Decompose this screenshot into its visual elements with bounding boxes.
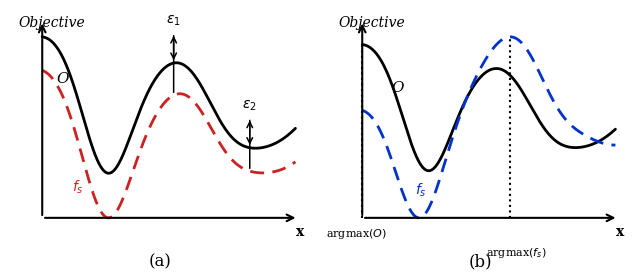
Text: O: O [391,81,404,95]
Text: argmax$(f_s)$: argmax$(f_s)$ [486,246,547,260]
Text: (b): (b) [468,253,492,270]
Text: Objective: Objective [19,16,85,30]
Text: (a): (a) [148,253,172,270]
Text: x: x [296,225,304,239]
Text: O: O [56,72,69,86]
Text: $f_s$: $f_s$ [72,179,83,196]
Text: $\epsilon_2$: $\epsilon_2$ [243,99,257,113]
Text: $\epsilon_1$: $\epsilon_1$ [166,14,181,28]
Text: $f_s$: $f_s$ [415,181,427,199]
Text: Objective: Objective [339,16,405,30]
Text: argmax$(O)$: argmax$(O)$ [326,227,387,241]
Text: x: x [616,225,624,239]
